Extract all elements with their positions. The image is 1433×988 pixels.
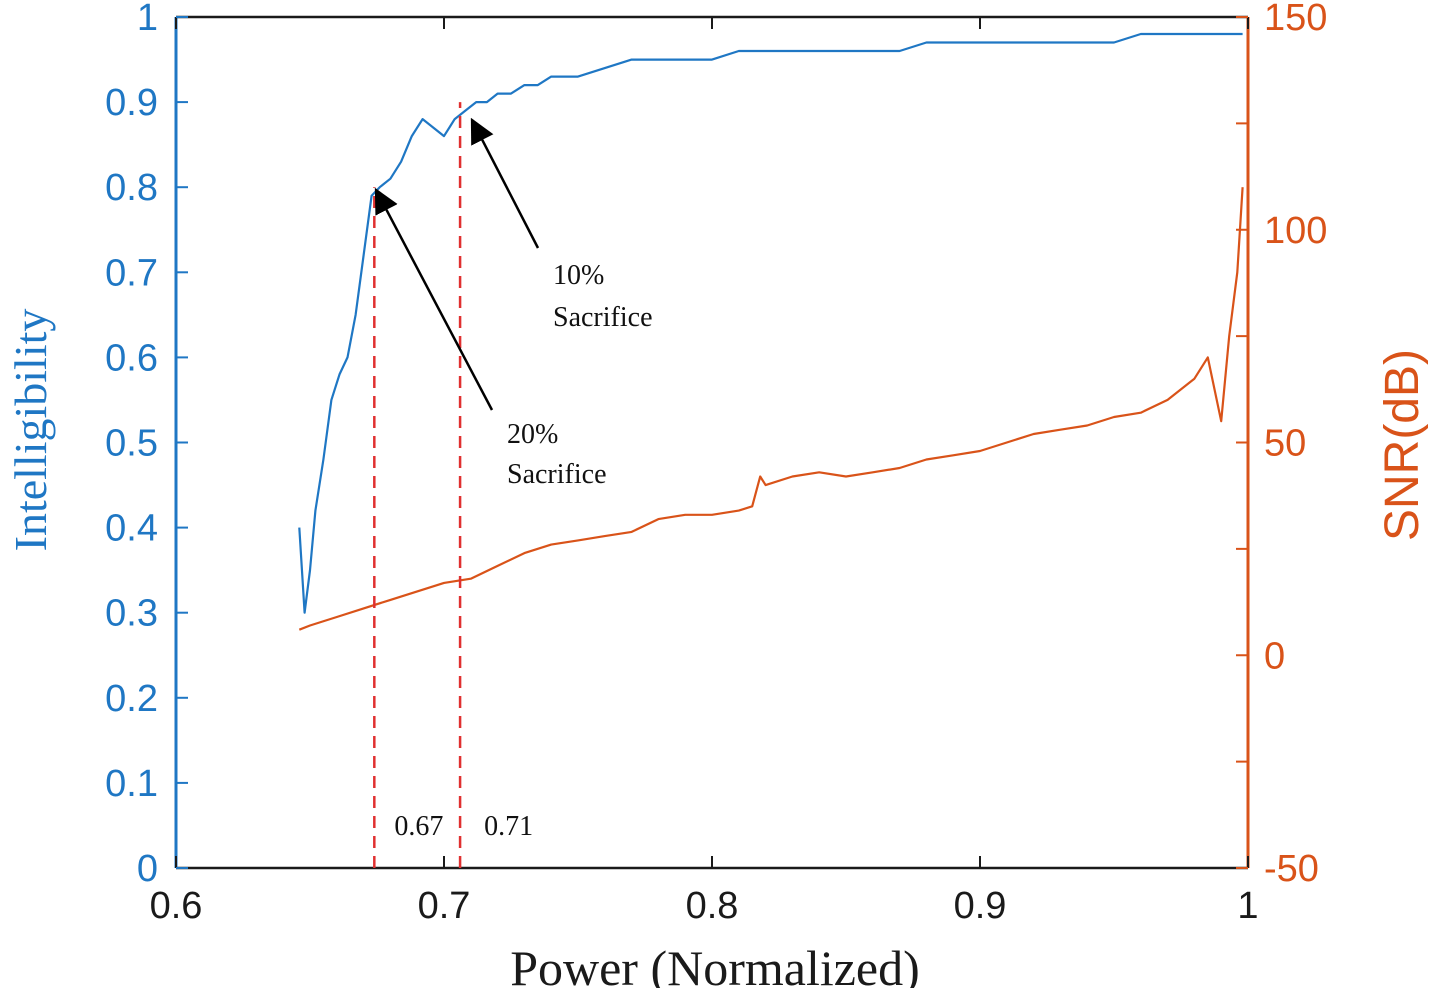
y-left-tick-label: 0.3 [105,593,158,635]
threshold-layer: 0.67 0.71 [373,102,533,868]
threshold-label: 0.71 [484,811,533,842]
y-right-tick-label: -50 [1264,848,1319,890]
y-left-tick-label: 0.4 [105,508,158,550]
annotation-10pct-line2: Sacrifice [553,302,653,333]
y-right-tick-label: 150 [1264,0,1327,39]
x-axis-label: Power (Normalized) [510,940,920,988]
annotation-10pct-line1: 10% [553,260,604,291]
y-left-tick-label: 1 [137,0,158,39]
x-tick-label: 0.8 [686,885,739,927]
x-tick-label: 1 [1237,885,1258,927]
annotation-10pct-arrow [470,117,540,249]
annotation-20pct-line2: Sacrifice [507,459,607,490]
y-left-axis-label: Intelligibility [5,309,56,552]
y-left-tick-label: 0.7 [105,252,158,294]
threshold-label: 0.67 [394,811,443,842]
y-left-tick-label: 0.5 [105,423,158,465]
y-left-tick-label: 0.8 [105,167,158,209]
annotation-layer: 10% Sacrifice 20% Sacrifice [374,117,653,490]
series-layer [298,32,1244,631]
annotation-20pct-line1: 20% [507,419,558,450]
series-line-snr [298,187,1244,631]
y-right-axis-label: SNR(dB) [1376,349,1429,541]
annotation-20pct-arrow [374,187,494,411]
x-tick-label: 0.7 [418,885,471,927]
y-left-tick-label: 0.9 [105,82,158,124]
axes: 0.6 0.7 0.8 0.9 1 0 0.1 0.2 0.3 0.4 0.5 0.6 0.7 0.8 0.… [105,0,1327,927]
y-left-tick-label: 0.2 [105,678,158,720]
x-tick-label: 0.6 [150,885,203,927]
y-right-tick-label: 0 [1264,635,1285,677]
y-right-tick-label: 50 [1264,423,1306,465]
x-tick-label: 0.9 [954,885,1007,927]
y-left-tick-label: 0 [137,848,158,890]
y-right-tick-label: 100 [1264,210,1327,252]
series-line-intelligibility [298,32,1243,614]
y-left-tick-label: 0.1 [105,763,158,805]
y-left-tick-label: 0.6 [105,337,158,379]
